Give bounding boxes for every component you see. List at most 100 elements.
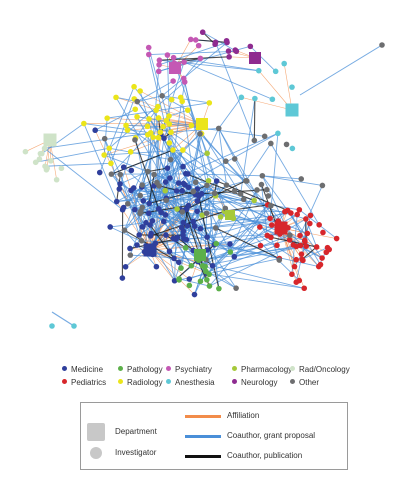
investigator-node <box>252 95 258 102</box>
investigator-node <box>176 277 182 283</box>
legend-item: Psychiatry <box>166 365 212 375</box>
investigator-node <box>319 182 326 189</box>
investigator-node <box>197 131 203 137</box>
network-edge <box>115 97 167 183</box>
investigator-node <box>122 263 129 270</box>
network-edge <box>218 128 227 186</box>
investigator-node <box>101 135 108 142</box>
legend-item: Pediatrics <box>62 378 106 388</box>
investigator-node <box>157 129 164 136</box>
investigator-node <box>53 176 60 183</box>
investigator-node <box>180 147 186 153</box>
legend-dot-icon <box>118 379 123 385</box>
legend-item: Neurology <box>232 378 277 388</box>
network-edge <box>183 230 231 253</box>
investigator-node <box>180 232 186 239</box>
investigator-node <box>113 94 119 101</box>
investigator-node <box>288 210 294 216</box>
investigator-node <box>108 160 114 167</box>
investigator-node <box>313 244 320 250</box>
investigator-node <box>203 210 210 217</box>
network-edge <box>163 138 194 192</box>
investigator-node <box>196 193 202 199</box>
network-edge <box>199 133 225 212</box>
investigator-node <box>139 182 145 188</box>
investigator-node <box>190 188 197 195</box>
investigator-node <box>123 122 129 129</box>
network-edge <box>195 181 289 229</box>
network-edge <box>161 42 228 97</box>
investigator-node <box>168 96 175 103</box>
network-edge <box>259 226 323 259</box>
investigator-node <box>145 44 152 51</box>
network-edge <box>218 97 242 129</box>
legend-item: Radiology <box>118 378 163 388</box>
network-edge <box>124 229 157 267</box>
investigator-node <box>132 106 139 113</box>
legend-item: Anesthesia <box>166 378 215 388</box>
department-node <box>274 221 288 235</box>
network-edge <box>283 63 293 111</box>
network-edges <box>25 31 383 327</box>
investigator-node <box>265 193 272 199</box>
investigator-node <box>160 218 167 225</box>
investigator-node <box>206 271 212 278</box>
network-edge <box>206 128 220 154</box>
investigator-node <box>116 186 123 192</box>
network-edge <box>262 175 302 180</box>
investigator-node <box>144 123 151 130</box>
investigator-node <box>268 222 275 228</box>
network-edge <box>94 108 136 131</box>
network-edge <box>206 236 220 289</box>
investigator-node <box>282 208 288 215</box>
investigator-node <box>217 214 224 220</box>
investigator-node <box>124 127 131 133</box>
investigator-node <box>170 147 176 153</box>
investigator-node <box>192 37 199 43</box>
investigator-node <box>127 245 133 252</box>
investigator-node <box>162 187 169 194</box>
investigator-node <box>170 54 177 61</box>
investigator-node <box>171 277 178 284</box>
investigator-node <box>128 167 135 174</box>
network-edge <box>150 209 186 234</box>
network-edge <box>202 245 307 267</box>
network-edge <box>178 278 210 287</box>
grant-line-icon <box>185 435 221 438</box>
department-node <box>225 210 235 220</box>
network-edge <box>262 175 323 186</box>
investigator-node <box>297 232 303 239</box>
investigator-node <box>170 235 177 242</box>
investigator-node <box>192 179 199 186</box>
investigator-node <box>298 251 305 257</box>
legend-dot-icon <box>166 366 171 372</box>
investigator-node <box>132 137 138 143</box>
investigator-node <box>167 156 174 163</box>
network-edge <box>111 149 174 175</box>
investigator-node <box>168 129 174 136</box>
investigator-node <box>251 197 257 204</box>
investigator-node <box>131 83 137 90</box>
network-edge <box>168 109 188 117</box>
investigator-node <box>240 196 247 203</box>
network-nodes <box>22 29 385 329</box>
network-edge <box>218 128 247 182</box>
investigator-node <box>106 145 113 152</box>
network-edge <box>129 182 158 256</box>
network-edge <box>199 133 269 206</box>
network-edge <box>119 183 151 251</box>
investigator-node <box>281 60 287 67</box>
investigator-node <box>259 172 266 179</box>
investigator-node <box>298 176 305 182</box>
network-edge <box>178 182 184 223</box>
investigator-node <box>144 131 151 138</box>
network-edge <box>44 132 151 149</box>
network-edge <box>258 70 293 111</box>
network-edge <box>165 235 176 281</box>
investigator-node <box>96 169 103 176</box>
investigator-node <box>137 88 143 94</box>
investigator-node <box>138 237 145 244</box>
department-label: Department <box>115 427 157 436</box>
investigator-node <box>155 206 162 212</box>
investigator-node <box>199 29 206 36</box>
